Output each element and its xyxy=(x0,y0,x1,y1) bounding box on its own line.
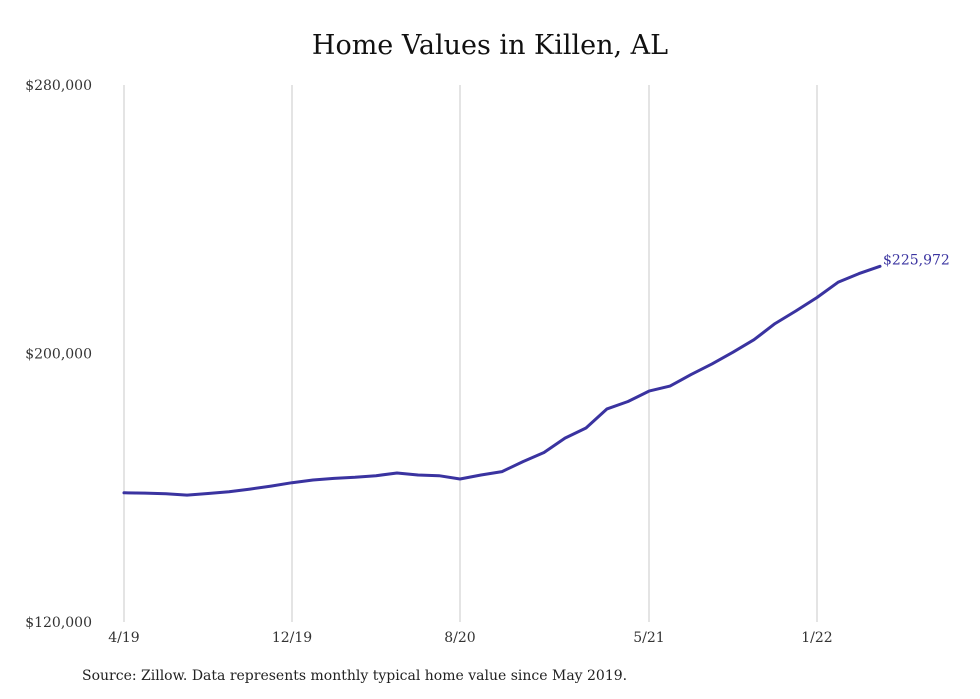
data-point xyxy=(416,473,420,477)
data-point xyxy=(857,272,861,275)
data-point xyxy=(521,460,525,463)
chart-title: Home Values in Killen, AL xyxy=(311,30,669,61)
series-line xyxy=(122,264,882,497)
x-tick-label: 1/22 xyxy=(801,630,832,646)
data-point xyxy=(584,426,588,430)
gridlines xyxy=(123,85,818,622)
data-point xyxy=(311,478,315,482)
data-point xyxy=(731,350,735,354)
x-tick-label: 12/19 xyxy=(272,630,312,646)
data-point xyxy=(458,477,462,481)
data-point xyxy=(794,309,798,313)
end-value-label: $225,972 xyxy=(883,252,950,268)
data-point xyxy=(332,477,336,480)
y-axis-ticks: $120,000 $200,000 $280,000 xyxy=(25,78,92,631)
x-tick-label: 4/19 xyxy=(108,630,139,646)
data-point xyxy=(269,484,273,488)
data-point xyxy=(773,322,777,325)
data-point xyxy=(185,493,189,497)
data-point xyxy=(878,265,882,268)
data-point xyxy=(122,491,126,494)
data-point xyxy=(143,491,147,495)
data-point xyxy=(668,384,672,388)
data-point xyxy=(647,389,651,393)
data-point xyxy=(605,407,609,411)
data-point xyxy=(626,400,630,403)
data-point xyxy=(542,451,546,454)
data-point xyxy=(836,281,840,284)
data-point xyxy=(206,492,210,495)
y-tick-label: $120,000 xyxy=(25,615,92,631)
data-point xyxy=(164,492,168,495)
data-point xyxy=(563,436,567,440)
y-tick-label: $200,000 xyxy=(25,347,92,363)
y-tick-label: $280,000 xyxy=(25,78,92,94)
data-point xyxy=(689,373,693,376)
x-axis-ticks: 4/19 12/19 8/20 5/21 1/22 xyxy=(108,630,832,646)
data-point xyxy=(710,362,714,366)
data-point xyxy=(248,487,252,491)
data-point xyxy=(290,481,294,484)
x-tick-label: 8/20 xyxy=(444,630,475,646)
data-point xyxy=(395,471,399,475)
series-layer: $225,972 xyxy=(122,252,950,497)
data-point xyxy=(227,490,231,493)
data-point xyxy=(479,473,483,477)
x-tick-label: 5/21 xyxy=(633,630,664,646)
data-point xyxy=(500,470,504,473)
source-note: Source: Zillow. Data represents monthly … xyxy=(82,668,628,684)
data-point xyxy=(374,474,378,477)
data-point xyxy=(437,474,441,477)
data-point xyxy=(752,338,756,341)
data-point xyxy=(353,476,357,479)
data-point xyxy=(815,296,819,299)
